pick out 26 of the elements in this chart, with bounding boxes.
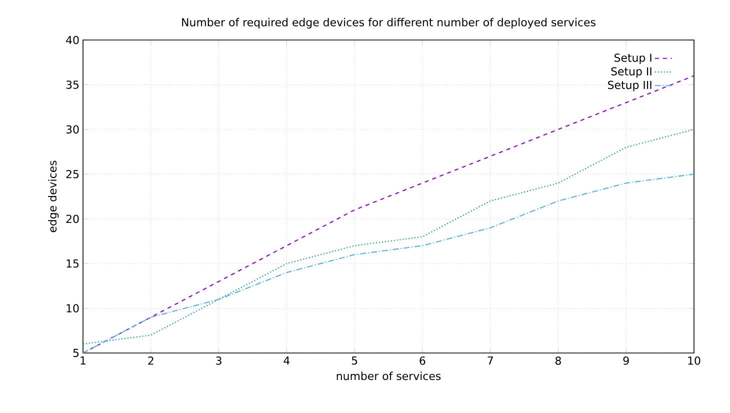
x-tick-label: 9 bbox=[623, 356, 629, 365]
x-tick-label: 2 bbox=[148, 356, 154, 365]
legend-label: Setup I bbox=[614, 54, 652, 64]
y-tick-label: 30 bbox=[66, 125, 79, 134]
x-tick-label: 6 bbox=[420, 356, 426, 365]
x-tick-label: 3 bbox=[216, 356, 222, 365]
y-tick-label: 5 bbox=[73, 348, 79, 358]
y-axis-title: edge devices bbox=[48, 160, 59, 232]
line-series bbox=[83, 174, 694, 353]
y-tick-label: 25 bbox=[66, 170, 79, 178]
x-axis-title: number of services bbox=[336, 372, 441, 380]
x-tick-label: 8 bbox=[555, 356, 561, 365]
chart-title: Number of required edge devices for different number of deployed services bbox=[182, 18, 596, 29]
legend-label: Setup II bbox=[611, 67, 652, 78]
y-tick-label: 10 bbox=[66, 304, 79, 312]
legend-label: Setup III bbox=[608, 80, 652, 92]
y-tick-label: 35 bbox=[66, 80, 79, 89]
y-tick-label: 40 bbox=[66, 36, 79, 44]
x-tick-label: 5 bbox=[352, 356, 358, 365]
x-tick-label: 10 bbox=[688, 356, 700, 365]
y-tick-label: 20 bbox=[66, 214, 79, 223]
x-tick-label: 7 bbox=[488, 356, 493, 365]
line-series bbox=[83, 128, 694, 345]
y-tick-label: 15 bbox=[66, 260, 79, 268]
x-tick-label: 1 bbox=[80, 356, 86, 365]
x-tick-label: 4 bbox=[284, 356, 290, 365]
